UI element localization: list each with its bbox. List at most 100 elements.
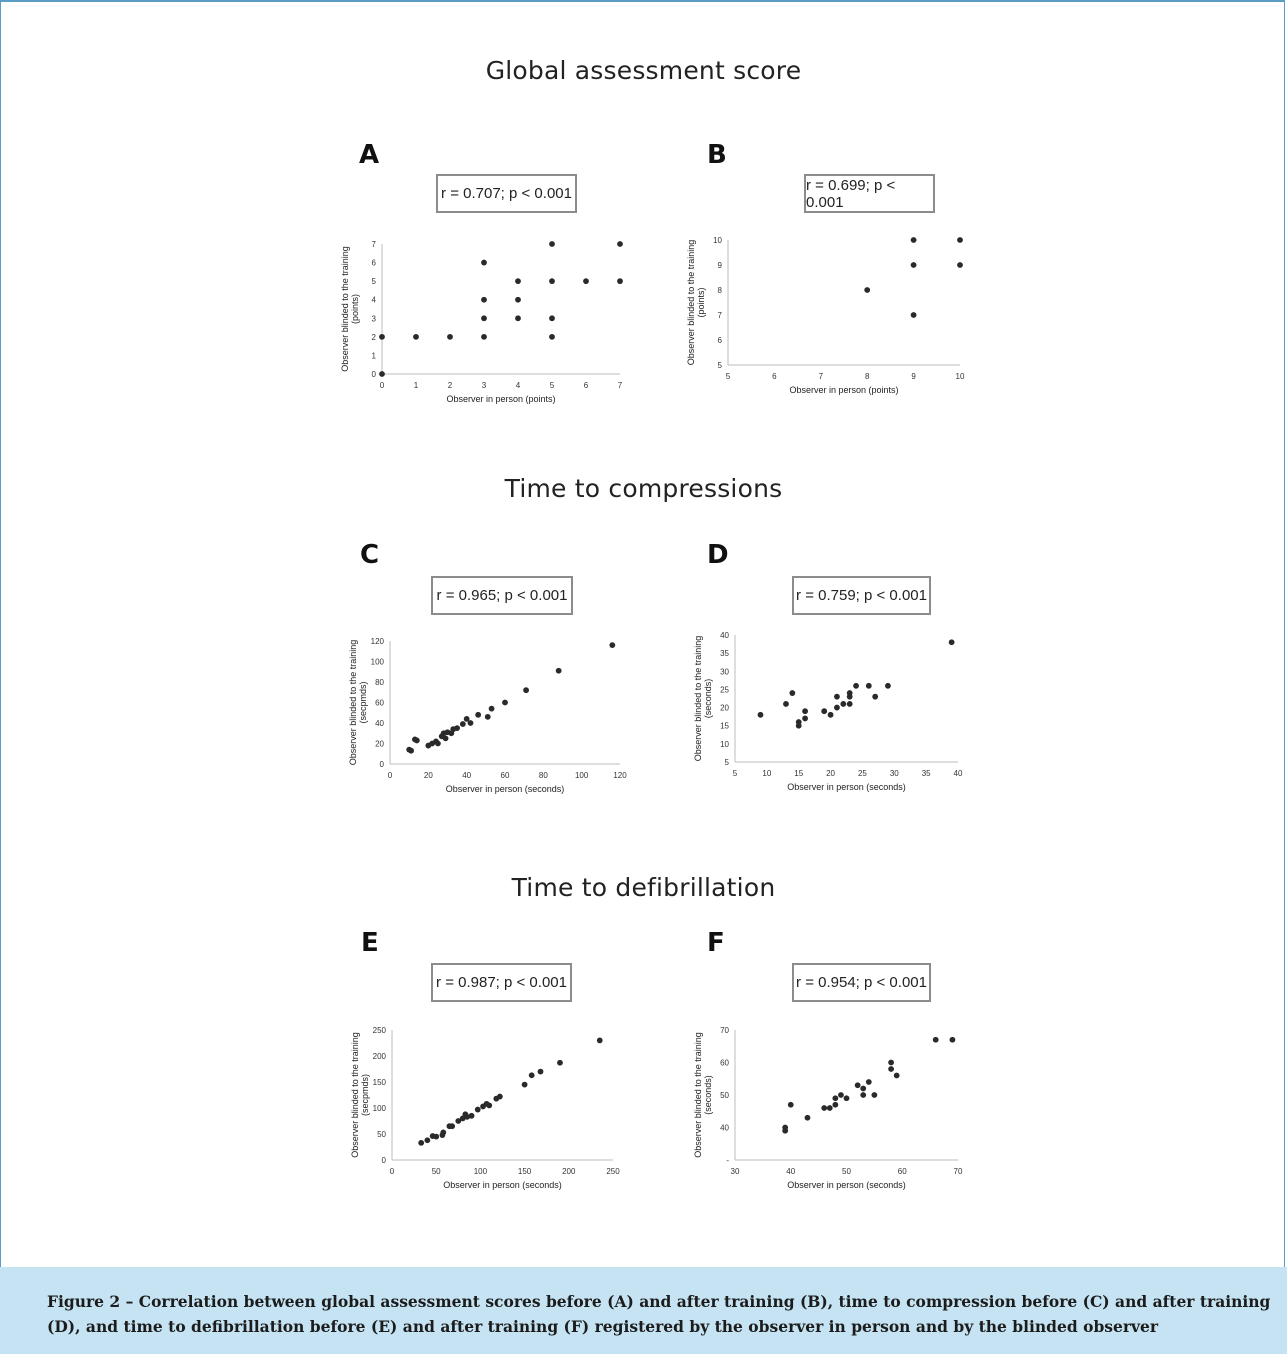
y-axis-label: (points): [696, 287, 706, 317]
x-tick-label: 30: [890, 769, 899, 778]
y-axis-label: Observer blinded to the training: [693, 1032, 703, 1158]
x-tick-label: 1: [414, 381, 419, 390]
x-tick-label: 6: [584, 381, 589, 390]
data-point: [888, 1066, 894, 1072]
data-point: [783, 701, 789, 707]
y-axis-label: Observer blinded to the training: [350, 1032, 360, 1158]
x-tick-label: 25: [858, 769, 867, 778]
y-tick-label: 30: [720, 667, 729, 676]
scatter-plot-b: 5 6 7 8 9 10 5 6 7 8 9 10 Observer in person (points…: [686, 236, 965, 395]
x-tick-label: 60: [501, 771, 510, 780]
x-tick-label: 10: [762, 769, 771, 778]
x-tick-label: 5: [550, 381, 555, 390]
data-point: [787, 1101, 794, 1108]
correlation-box-c: r = 0.965; p < 0.001: [431, 576, 573, 615]
data-point: [447, 333, 453, 340]
panel-letter-b: B: [707, 140, 727, 170]
section-title-time-to-compressions: Time to compressions: [504, 474, 783, 503]
y-tick-label: 150: [373, 1078, 387, 1087]
y-tick-label: 60: [375, 699, 384, 708]
x-tick-label: 60: [898, 1167, 907, 1176]
data-point: [496, 1093, 503, 1100]
data-point: [455, 1118, 462, 1124]
data-point: [910, 237, 917, 243]
x-tick-label: 0: [388, 771, 393, 780]
data-point: [481, 259, 487, 266]
x-axis-label: Observer in person (seconds): [787, 782, 906, 792]
scatter-plot-d: 5 10 15 20 25 30 35 40 5 10 15 20 25 30 35 40 Observer i…: [693, 631, 963, 792]
scatter-plot-a: 0 1 2 3 4 5 6 7 0 1 2 3 4 5 6 7 Observer in person (poin…: [340, 240, 623, 404]
data-point: [481, 296, 487, 303]
y-tick-label: 5: [718, 361, 723, 370]
y-axis-label: (points): [350, 294, 360, 324]
y-tick-label: 20: [720, 704, 729, 713]
section-title-time-to-defibrillation: Time to defibrillation: [511, 873, 776, 902]
y-tick-label: 10: [713, 236, 722, 245]
data-point: [957, 262, 963, 268]
data-point: [757, 711, 764, 718]
data-point: [521, 1081, 528, 1088]
scatter-plot-e: 0 50 100 150 200 250 0 50 100 150 200 250 Observer i…: [350, 1026, 620, 1190]
data-point: [846, 701, 853, 707]
data-point: [413, 737, 420, 744]
data-point: [440, 1129, 447, 1136]
y-tick-label: -: [726, 1156, 729, 1165]
y-tick-label: 200: [373, 1052, 387, 1061]
y-tick-label: 20: [375, 740, 384, 749]
x-tick-label: 9: [911, 372, 916, 381]
data-point: [609, 642, 616, 648]
y-tick-label: 0: [380, 760, 385, 769]
y-axis-label: Observer blinded to the training: [340, 246, 350, 372]
x-tick-label: 0: [380, 381, 385, 390]
data-point: [838, 1092, 844, 1098]
panel-letter-a: A: [359, 140, 380, 170]
data-point: [484, 713, 491, 720]
data-point: [502, 699, 508, 706]
y-tick-label: 0: [372, 370, 377, 379]
y-tick-label: 7: [372, 240, 377, 249]
data-point: [481, 333, 487, 340]
data-point: [617, 278, 623, 285]
x-tick-label: 120: [613, 771, 627, 780]
data-point: [467, 720, 474, 726]
data-point: [549, 333, 555, 340]
data-point: [549, 315, 555, 322]
data-point: [442, 735, 449, 742]
y-axis-label: (seconds): [703, 1075, 713, 1115]
y-tick-label: 40: [720, 1124, 729, 1133]
y-tick-label: 10: [720, 740, 729, 749]
x-tick-label: 70: [954, 1167, 963, 1176]
x-tick-label: 50: [432, 1167, 441, 1176]
x-tick-label: 200: [562, 1167, 576, 1176]
y-axis-label: (seconds): [703, 679, 713, 719]
data-point: [826, 1105, 833, 1111]
y-tick-label: 15: [720, 722, 729, 731]
data-point: [379, 371, 385, 377]
x-axis-label: Observer in person (points): [789, 385, 898, 395]
x-axis-label: Observer in person (seconds): [787, 1180, 906, 1190]
y-tick-label: 25: [720, 685, 729, 694]
data-point: [379, 333, 385, 340]
x-tick-label: 100: [474, 1167, 488, 1176]
x-tick-label: 10: [956, 372, 965, 381]
panel-letter-d: D: [707, 540, 729, 570]
data-point: [523, 687, 529, 694]
data-point: [515, 278, 521, 285]
data-point: [821, 1105, 828, 1111]
data-point: [475, 711, 482, 718]
data-point: [893, 1072, 900, 1079]
data-point: [515, 296, 521, 303]
figure-caption: Figure 2 – Correlation between global as…: [0, 1267, 1287, 1354]
data-point: [789, 690, 796, 696]
data-point: [871, 1092, 878, 1098]
data-point: [464, 1113, 471, 1120]
data-point: [433, 1133, 440, 1140]
y-tick-label: 250: [373, 1026, 387, 1035]
data-point: [549, 278, 555, 285]
data-point: [418, 1139, 425, 1146]
x-axis-label: Observer in person (points): [446, 394, 555, 404]
data-point: [802, 708, 808, 715]
correlation-box-d: r = 0.759; p < 0.001: [792, 576, 931, 615]
data-point: [865, 682, 872, 689]
data-point: [557, 1059, 563, 1066]
